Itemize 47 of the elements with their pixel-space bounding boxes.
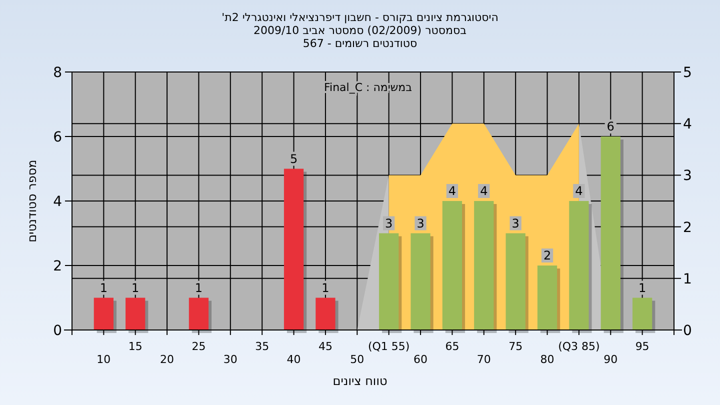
y-tick-label: 0 <box>53 323 62 339</box>
y-tick-label: 2 <box>53 258 62 274</box>
y2-tick-label: 1 <box>683 271 692 288</box>
data-label: 4 <box>448 184 456 198</box>
x-tick-label: (Q1 55) <box>368 340 410 353</box>
x-tick-label: 50 <box>350 353 364 366</box>
chart-subtitle: בסמסטר (02/2009) סמסטר אביב 2009/10 סטודנטים רשומים - 567 <box>253 24 467 50</box>
data-label: 3 <box>512 216 520 230</box>
x-tick-label: 95 <box>635 340 650 353</box>
x-tick-label: 15 <box>128 340 142 353</box>
data-label: 1 <box>194 280 203 295</box>
data-label: 1 <box>322 280 330 295</box>
x-tick-label: 65 <box>445 340 460 353</box>
data-label: 1 <box>132 280 140 295</box>
x-tick-label: 35 <box>255 340 270 353</box>
x-tick-label: 30 <box>223 353 238 366</box>
x-tick-label: 90 <box>604 353 618 366</box>
x-tick-label: (Q3 85) <box>558 340 600 353</box>
data-label: 3 <box>385 216 393 230</box>
x-tick-label: 10 <box>96 353 111 366</box>
y2-tick-label: 4 <box>683 116 692 133</box>
x-tick-label: 25 <box>192 340 206 353</box>
y-tick-label: 8 <box>53 65 62 81</box>
data-label: 5 <box>290 152 298 166</box>
data-label: 4 <box>480 184 488 198</box>
data-label: 2 <box>543 248 552 262</box>
data-label: 1 <box>638 280 646 295</box>
data-label: 6 <box>606 120 614 134</box>
chart-title: היסטוגרמת ציונים בקורס - חשבון דיפרנציאלי ואינטגרלי 2ת' <box>222 11 498 24</box>
y2-tick-label: 0 <box>683 323 692 339</box>
data-label: 3 <box>416 216 424 230</box>
y2-tick-label: 3 <box>683 168 692 184</box>
y-tick-label: 6 <box>53 130 62 146</box>
x-tick-label: 70 <box>476 353 491 366</box>
x-tick-label: 60 <box>414 353 428 366</box>
y2-tick-label: 5 <box>683 65 692 81</box>
x-tick-label: 20 <box>160 353 174 366</box>
x-tick-label: 45 <box>318 340 332 353</box>
data-label: 4 <box>575 184 583 198</box>
x-tick-label: 40 <box>286 353 301 366</box>
data-label: 1 <box>100 280 108 295</box>
y-axis-title: מספר סטודנטים <box>25 160 39 242</box>
x-tick-label: 80 <box>540 353 554 366</box>
x-axis-title: טווח ציונים <box>332 374 388 388</box>
y-tick-label: 4 <box>53 194 62 210</box>
y2-tick-label: 2 <box>683 220 692 236</box>
x-tick-label: 75 <box>508 340 523 353</box>
